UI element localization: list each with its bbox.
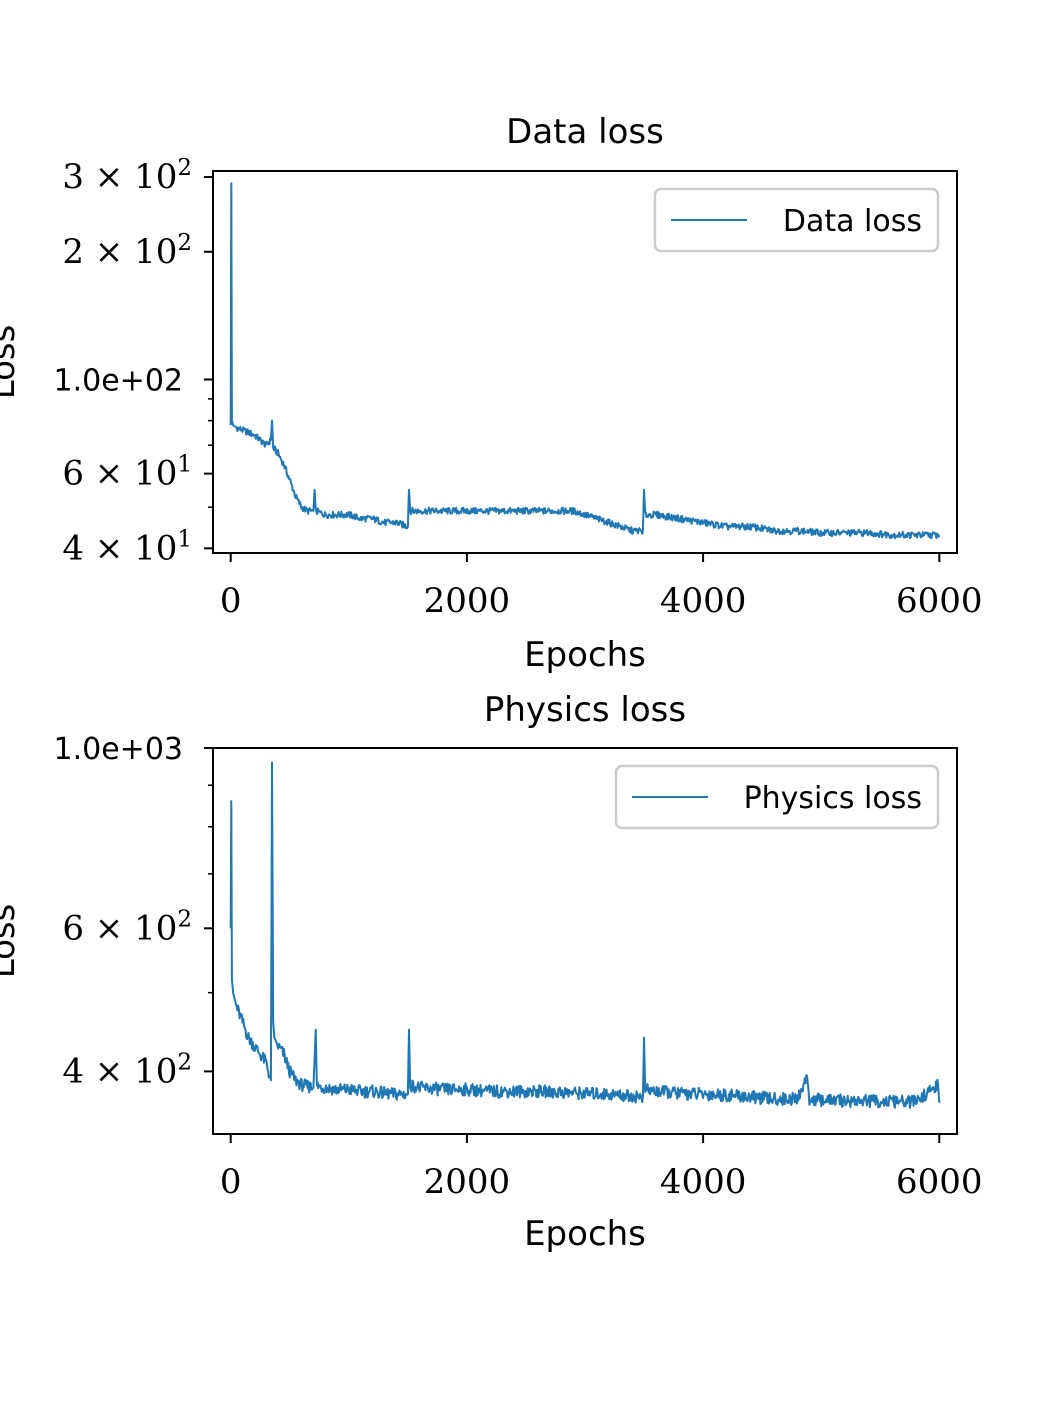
legend-box — [653, 187, 940, 253]
y-tick-label: 6 × 101 — [62, 452, 192, 494]
series-line — [229, 761, 941, 1109]
subplot-physics-loss: Physics loss 0 2000 4000 6000 1.0e+03 6 × 102 4… — [0, 690, 983, 1254]
legend: Data loss — [653, 187, 940, 253]
x-tick-label: 4000 — [660, 581, 747, 621]
chart-title: Physics loss — [484, 690, 686, 730]
y-axis-label: Loss — [0, 904, 23, 979]
legend-box — [614, 764, 940, 830]
x-tick-label: 6000 — [896, 1162, 983, 1202]
plot-frame — [212, 170, 958, 554]
series-line — [229, 182, 941, 540]
chart-title: Data loss — [506, 112, 664, 152]
x-tick-label: 2000 — [424, 1162, 511, 1202]
subplot-data-loss: Data loss 0 2000 4000 6000 3 × 102 2 × 102 1.0e… — [0, 112, 983, 675]
x-tick-label: 0 — [220, 581, 242, 621]
y-tick-label: 1.0e+03 — [54, 732, 183, 767]
x-tick-label: 4000 — [660, 1162, 747, 1202]
legend-label: Data loss — [783, 204, 922, 239]
x-tick-label: 2000 — [424, 581, 511, 621]
x-axis-label: Epochs — [524, 1214, 646, 1254]
y-tick-label: 4 × 102 — [62, 1049, 192, 1091]
y-tick-label: 1.0e+02 — [54, 363, 183, 398]
x-tick-label: 6000 — [896, 581, 983, 621]
legend-label: Physics loss — [744, 781, 922, 816]
legend: Physics loss — [614, 764, 940, 830]
x-axis-label: Epochs — [524, 635, 646, 675]
y-tick-label: 2 × 102 — [62, 230, 192, 272]
y-tick-label: 3 × 102 — [62, 155, 192, 197]
y-tick-label: 6 × 102 — [62, 906, 192, 948]
x-tick-label: 0 — [220, 1162, 242, 1202]
plot-frame — [212, 747, 958, 1135]
y-axis-label: Loss — [0, 325, 23, 400]
y-tick-label: 4 × 101 — [62, 526, 192, 568]
